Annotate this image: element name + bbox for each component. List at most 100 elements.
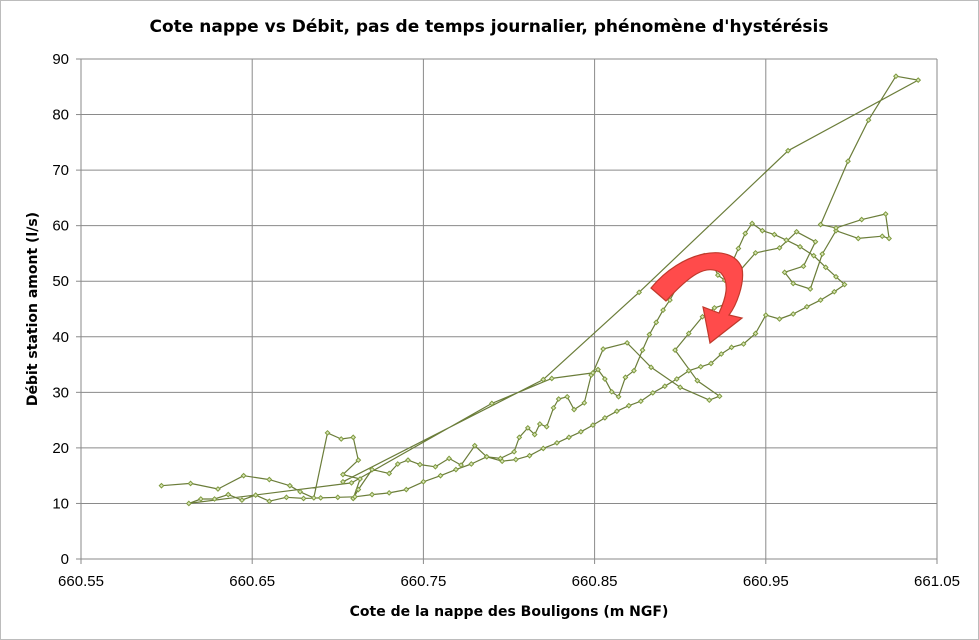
data-point (882, 211, 889, 217)
data-point (283, 494, 290, 501)
data-point (334, 494, 341, 501)
data-point (386, 489, 393, 496)
data-point (571, 406, 577, 413)
hysteresis-arrow (650, 252, 744, 345)
data-point (735, 245, 742, 252)
data-point (776, 244, 783, 251)
data-point (566, 434, 572, 441)
y-tick-label: 30 (52, 384, 69, 401)
data-point (468, 461, 475, 467)
data-point (822, 264, 829, 271)
annotations (650, 252, 744, 345)
data-point (803, 303, 810, 310)
data-point (536, 421, 543, 427)
chart-title: Cote nappe vs Débit, pas de temps journa… (150, 17, 829, 37)
data-point (286, 482, 293, 489)
data-point (601, 414, 608, 421)
data-point (714, 272, 721, 279)
data-point (446, 455, 452, 462)
data-point (600, 346, 607, 352)
data-point (728, 344, 735, 351)
data-point (340, 478, 346, 485)
data-point (266, 476, 273, 483)
data-point (499, 458, 506, 465)
data-point (893, 73, 899, 80)
plot-area (158, 73, 922, 507)
data-point (771, 231, 778, 238)
data-point (783, 237, 790, 244)
data-point (239, 497, 245, 504)
gridlines (81, 58, 938, 559)
data-point (776, 316, 783, 322)
data-point (540, 445, 547, 452)
data-point (685, 330, 692, 337)
data-point (340, 471, 346, 478)
data-point (225, 491, 232, 498)
data-point (403, 486, 410, 493)
data-point (524, 424, 531, 431)
data-point (661, 383, 668, 390)
data-point (790, 280, 797, 287)
data-point (685, 367, 692, 374)
data-point (483, 453, 490, 460)
data-point (266, 498, 273, 505)
y-tick-label: 40 (52, 329, 69, 346)
data-point (355, 486, 362, 493)
data-point (708, 360, 714, 367)
data-point (453, 466, 459, 473)
data-point (511, 448, 518, 455)
y-tick-label: 0 (61, 551, 69, 568)
data-point (350, 434, 357, 441)
data-point (240, 472, 247, 479)
data-point (833, 224, 839, 231)
data-point (300, 495, 307, 502)
data-point (833, 273, 839, 280)
data-point (394, 461, 401, 467)
data-point (797, 243, 803, 250)
data-point (711, 304, 718, 311)
data-point (185, 500, 192, 507)
data-point (622, 374, 629, 381)
data-point (317, 494, 324, 501)
data-point (581, 399, 588, 406)
x-tick-label: 660.55 (58, 573, 104, 590)
data-point (660, 307, 666, 314)
data-point (793, 228, 800, 235)
data-point (740, 341, 747, 347)
data-point (742, 230, 749, 237)
data-point (526, 452, 533, 459)
data-point (625, 402, 632, 409)
data-point (417, 461, 423, 468)
data-point (516, 434, 523, 441)
data-point (540, 376, 547, 383)
data-point (807, 286, 814, 292)
data-point (531, 431, 538, 438)
data-point (672, 347, 678, 354)
data-point (817, 297, 824, 304)
data-point (915, 77, 922, 84)
data-point (841, 281, 848, 288)
data-point (615, 393, 622, 400)
series-line (161, 75, 919, 504)
data-point (624, 339, 631, 346)
data-point (858, 216, 865, 223)
y-tick-label: 10 (52, 495, 69, 512)
data-point (432, 463, 439, 470)
data-point (812, 238, 819, 245)
data-point (355, 457, 362, 464)
data-point (716, 393, 723, 400)
data-point (297, 488, 304, 495)
data-point (386, 470, 393, 477)
data-point (699, 313, 706, 320)
data-point (348, 479, 355, 486)
data-point (215, 486, 221, 492)
data-point (555, 396, 562, 402)
data-point (706, 397, 713, 404)
x-tick-label: 660.65 (229, 573, 275, 590)
data-point (845, 158, 851, 165)
data-point (639, 347, 646, 354)
x-tick-label: 661.05 (914, 573, 960, 590)
data-point (512, 456, 519, 463)
